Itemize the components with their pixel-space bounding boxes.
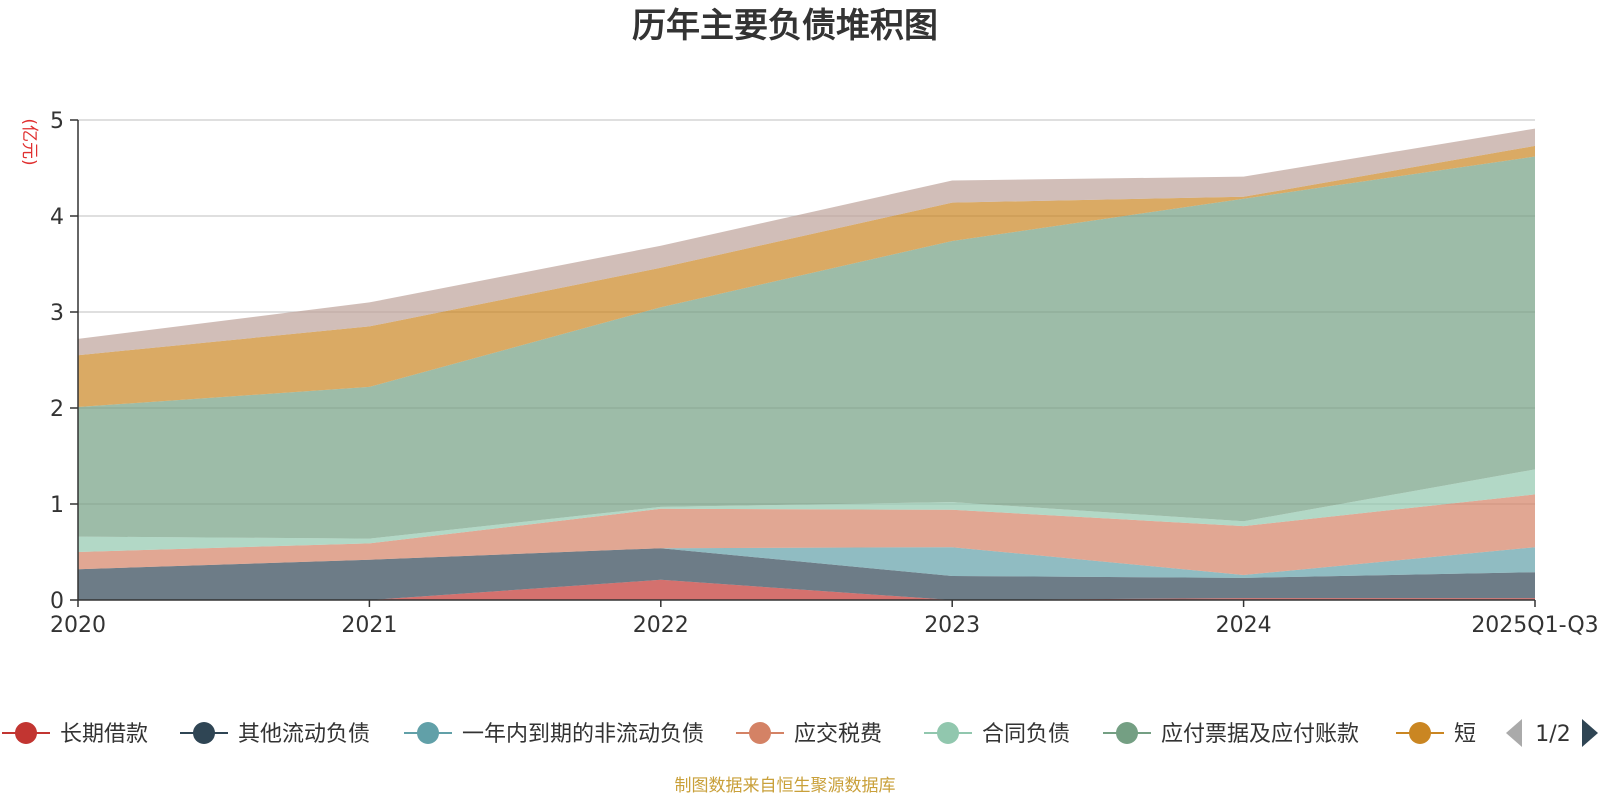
y-tick-label-4: 4 [50,205,64,230]
y-tick-label-3: 3 [50,301,64,326]
legend-marker-3 [749,722,771,744]
legend-next-page-icon[interactable] [1582,719,1598,747]
legend-label-0: 长期借款 [60,722,148,747]
area-series-5 [78,156,1535,539]
area-series-7 [78,128,1535,356]
legend-marker-2 [417,722,439,744]
legend-label-4: 合同负债 [982,722,1070,747]
legend-label-5: 应付票据及应付账款 [1161,722,1359,747]
area-series-group [78,128,1535,600]
area-series-1 [78,548,1535,600]
area-series-0 [78,579,1535,600]
legend-label-2: 一年内到期的非流动负债 [462,722,704,747]
source-note: 制图数据来自恒生聚源数据库 [675,776,896,796]
legend-marker-0 [15,722,37,744]
legend-marker-6 [1409,722,1431,744]
x-tick-label-0: 2020 [50,613,106,638]
area-series-2 [78,547,1535,578]
legend-page-indicator: 1/2 [1535,722,1570,747]
x-tick-label-1: 2021 [341,613,397,638]
axes: 0 1 2 3 4 5 2020 2021 2022 2023 2024 2025Q1-Q3 [50,109,1599,638]
y-tick-label-1: 1 [50,493,64,518]
area-series-6 [78,145,1535,407]
y-tick-label-0: 0 [50,589,64,614]
area-series-3 [78,494,1535,575]
x-tick-label-2: 2022 [633,613,689,638]
legend-marker-4 [937,722,959,744]
legend-label-1: 其他流动负债 [238,722,370,747]
y-tick-label-5: 5 [50,109,64,134]
y-axis-unit-label: (亿元) [19,118,39,165]
legend-marker-5 [1116,722,1138,744]
legend-label-6: 短 [1454,722,1476,747]
area-series-4 [78,469,1535,552]
legend-label-3: 应交税费 [794,722,882,747]
legend-marker-1 [193,722,215,744]
legend-prev-page-icon[interactable] [1506,719,1522,747]
y-tick-label-2: 2 [50,397,64,422]
chart-title: 历年主要负债堆积图 [632,6,938,46]
legend: 长期借款 其他流动负债 一年内到期的非流动负债 应交税费 合同负债 应付票据及应付账款 短 1… [2,719,1598,747]
x-tick-label-5: 2025Q1-Q3 [1471,613,1598,638]
x-tick-label-3: 2023 [924,613,980,638]
x-tick-label-4: 2024 [1216,613,1272,638]
